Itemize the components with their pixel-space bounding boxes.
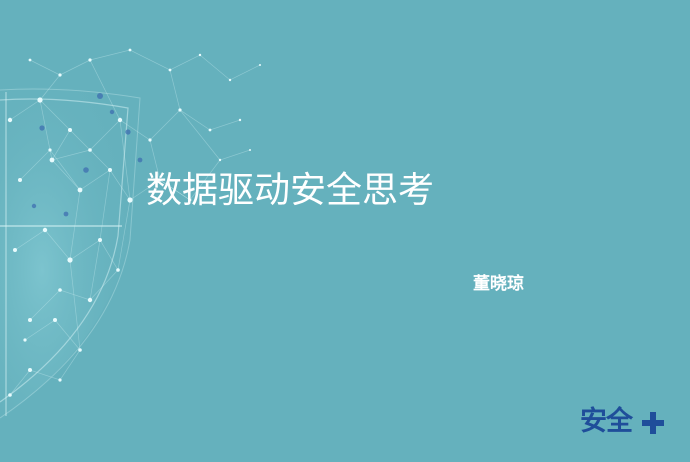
brand-logo: 安全	[580, 404, 672, 440]
author-name: 董晓琼	[473, 274, 524, 294]
shield-network-icon	[0, 48, 261, 420]
plus-icon	[642, 412, 664, 434]
logo-text: 安全	[580, 406, 633, 437]
slide-title: 数据驱动安全思考	[146, 170, 435, 211]
